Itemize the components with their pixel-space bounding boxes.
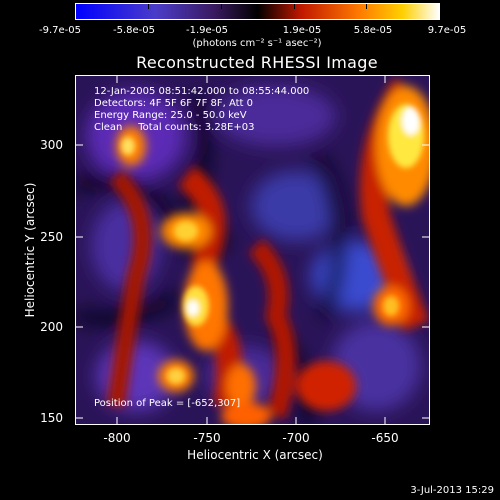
x-tick-label: -700 [282, 431, 310, 445]
colorbar-tick-label: 9.7e-05 [427, 25, 467, 36]
axis-ticks [75, 75, 430, 425]
colorbar-tick-label: -9.7e-05 [39, 25, 81, 36]
x-axis-label: Heliocentric X (arcsec) [187, 448, 323, 462]
colorbar-tick-label: -5.8e-05 [113, 25, 155, 36]
colorbar [75, 3, 440, 20]
rhessi-heatmap [76, 76, 429, 424]
x-tick-label: -800 [103, 431, 131, 445]
timestamp: 3-Jul-2013 15:29 [410, 485, 494, 496]
info-energy-range: Energy Range: 25.0 - 50.0 keV [94, 110, 247, 121]
plot-title: Reconstructed RHESSI Image [136, 53, 378, 72]
colorbar-tick-label: 5.8e-05 [353, 25, 393, 36]
rhessi-image: 12-Jan-2005 08:51:42.000 to 08:55:44.000… [75, 75, 430, 425]
info-detectors: Detectors: 4F 5F 6F 7F 8F, Att 0 [94, 98, 254, 109]
x-tick-label: -750 [193, 431, 221, 445]
info-time-range: 12-Jan-2005 08:51:42.000 to 08:55:44.000 [94, 86, 310, 97]
info-clean-counts: Clean Total counts: 3.28E+03 [94, 122, 255, 133]
x-tick-label: -650 [371, 431, 399, 445]
colorbar-tick-label: -1.9e-05 [186, 25, 228, 36]
y-tick-label: 150 [40, 411, 63, 425]
y-tick-label: 250 [40, 230, 63, 244]
peak-position: Position of Peak = [-652,307] [94, 398, 241, 409]
colorbar-units: (photons cm⁻² s⁻¹ asec⁻²) [192, 38, 322, 49]
y-tick-label: 300 [40, 138, 63, 152]
colorbar-tick-label: 1.9e-05 [282, 25, 322, 36]
y-tick-label: 200 [40, 320, 63, 334]
y-axis-label: Heliocentric Y (arcsec) [23, 182, 37, 318]
